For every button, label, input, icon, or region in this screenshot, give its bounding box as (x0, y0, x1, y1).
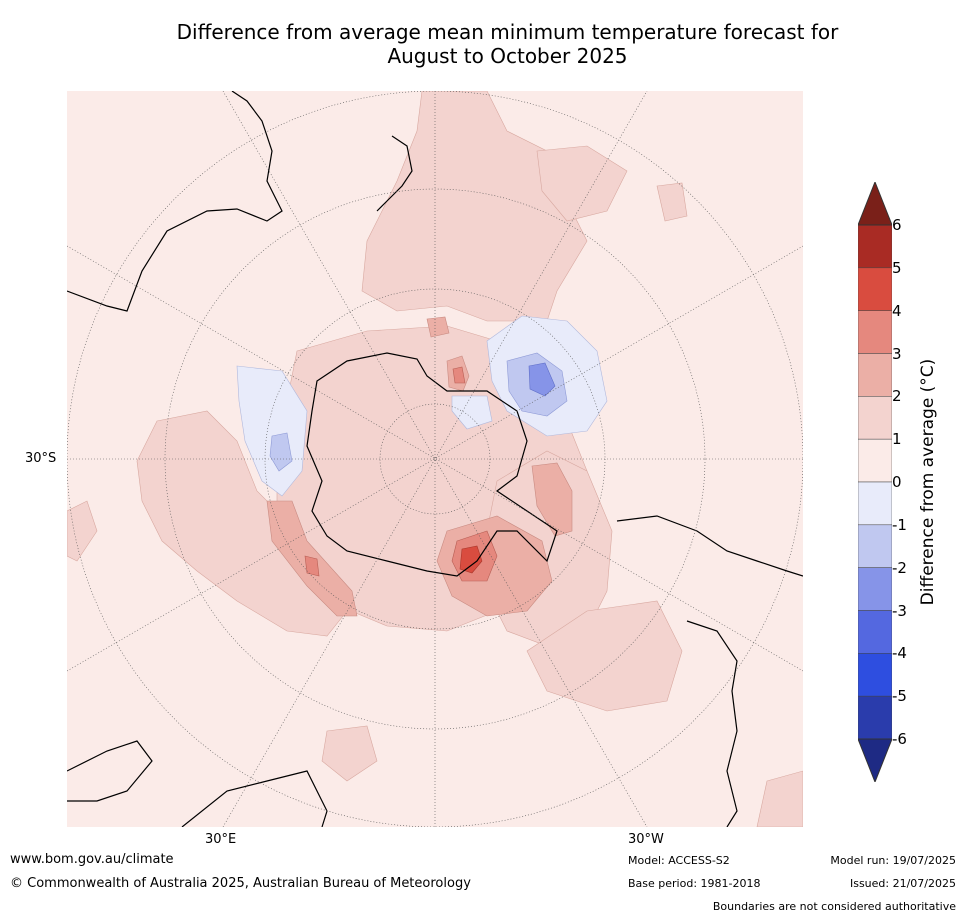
anomaly-neg-2-to-3 (528, 362, 556, 397)
colorbar-segment (858, 695, 892, 740)
colorbar-under-arrow (858, 738, 892, 782)
anomaly-region-hot-indian (304, 555, 320, 577)
meridian-120 (67, 245, 803, 672)
coast-madagascar-region (67, 740, 153, 802)
colorbar-tick-label: 4 (892, 301, 902, 320)
anomaly-region-hottest (459, 545, 483, 574)
colorbar-segment (858, 310, 892, 354)
cool-region-indian-core (269, 432, 293, 472)
colorbar-tick-label: 6 (892, 216, 902, 234)
colorbar-segment (858, 267, 892, 311)
title-line-2: August to October 2025 (387, 44, 628, 68)
colorbar-segment (858, 396, 892, 440)
colorbar-over-arrow (858, 182, 892, 226)
anomaly-region-southeast (756, 770, 803, 827)
colorbar-segment (858, 610, 892, 654)
cool-region-ross (451, 395, 493, 430)
colorbar-tick-label: -2 (892, 558, 907, 577)
colorbar-tick-label: -1 (892, 515, 907, 534)
footer-model: Model: ACCESS-S2 (628, 854, 730, 867)
colorbar-tick-label: 0 (892, 473, 902, 491)
anomaly-map (67, 91, 803, 827)
chart-title: Difference from average mean minimum tem… (60, 20, 955, 68)
lon-label-30w: 30°W (628, 832, 664, 847)
coast-south-america (616, 515, 803, 577)
anomaly-region-pacific (536, 145, 628, 222)
colorbar-segment (858, 438, 892, 483)
anomaly-region-south-atlantic (526, 600, 683, 712)
graticule (67, 91, 803, 827)
anomaly-region-north-small (656, 182, 688, 222)
footer-base-period: Base period: 1981-2018 (628, 877, 761, 890)
colorbar-segment (858, 353, 892, 397)
colorbar-tick-label: -3 (892, 601, 907, 620)
colorbar-segment (858, 224, 892, 269)
coast-southern-africa (686, 620, 738, 827)
footer-copyright: © Commonwealth of Australia 2025, Austra… (10, 876, 471, 891)
colorbar-tick-label: 5 (892, 258, 902, 277)
colorbar (858, 182, 892, 782)
colorbar-segment (858, 653, 892, 697)
title-line-1: Difference from average mean minimum tem… (176, 20, 839, 44)
colorbar-tick-label: -6 (892, 730, 907, 748)
coastlines (67, 91, 803, 827)
lon-label-30e: 30°E (205, 832, 237, 847)
anomaly-region-indian-ocean (136, 410, 348, 637)
colorbar-segment (858, 481, 892, 526)
colorbar-label-text: Difference from average (°C) (918, 358, 938, 606)
coast-south-edge (181, 770, 328, 827)
colorbar-tick-label: -5 (892, 687, 907, 706)
cool-region-indian (236, 365, 308, 497)
anomaly-region-hot-ross (452, 366, 466, 384)
lat-circle-40 (164, 188, 706, 730)
coast-new-zealand (376, 135, 413, 212)
anomaly-region-south (321, 725, 378, 782)
anomaly-region-warm-tasman (426, 316, 450, 338)
cool-region-pacific-coldest (528, 362, 556, 397)
colorbar-segment (858, 567, 892, 611)
anomaly-region-west (67, 500, 98, 562)
footer-website[interactable]: www.bom.gov.au/climate (10, 852, 174, 867)
footer-issued: Issued: 21/07/2025 (849, 877, 956, 890)
colorbar-tick-label: -4 (892, 644, 907, 663)
anomaly-4-to-5 (459, 545, 483, 574)
meridian-150 (222, 91, 648, 827)
meridian-60 (67, 245, 803, 672)
coast-antarctica (306, 352, 558, 577)
colorbar-segment (858, 524, 892, 568)
coast-australia (67, 91, 283, 312)
footer-disclaimer: Boundaries are not considered authoritat… (712, 900, 956, 913)
colorbar-tick-label: 1 (892, 430, 902, 449)
lat-label-30s: 30°S (25, 451, 57, 466)
meridian-30 (222, 91, 648, 827)
footer-model-run: Model run: 19/07/2025 (830, 854, 956, 867)
colorbar-tick-label: 2 (892, 387, 902, 406)
colorbar-tick-label: 3 (892, 344, 902, 363)
anomaly-region-warm-peninsula (531, 462, 573, 537)
colorbar-segments (858, 224, 892, 740)
